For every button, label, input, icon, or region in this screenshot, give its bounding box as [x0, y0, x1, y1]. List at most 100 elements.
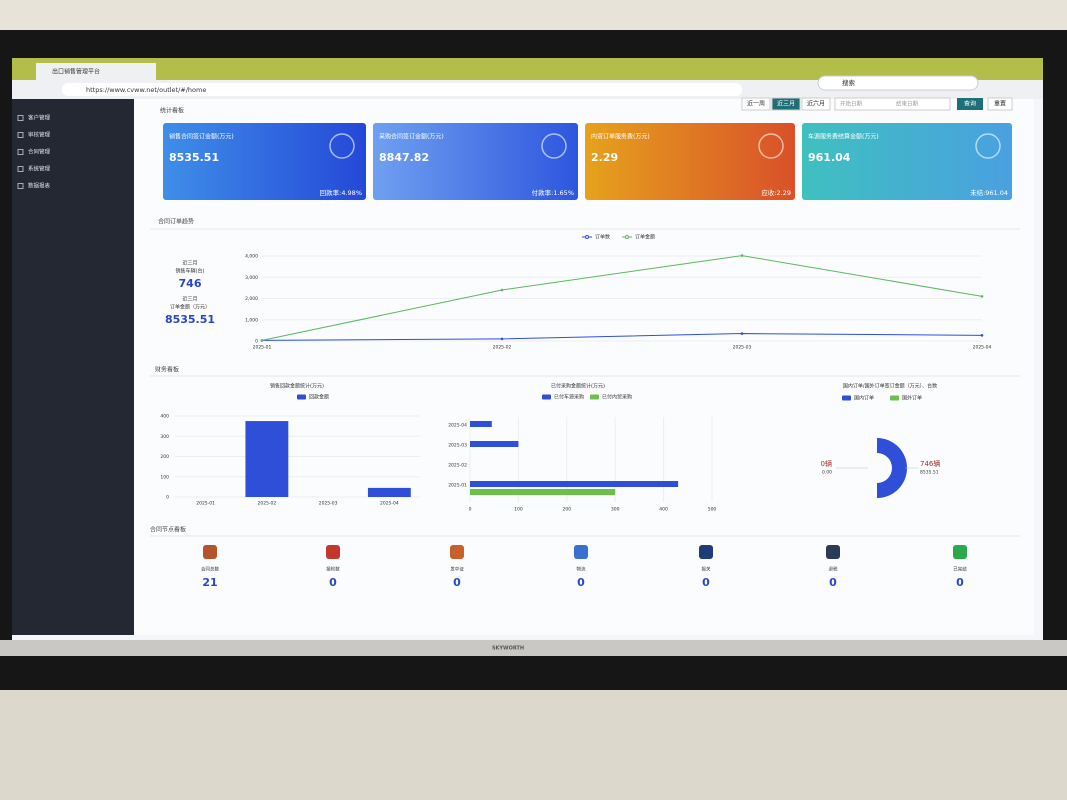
card-note: 付款率:1.65%	[532, 188, 574, 197]
card-title: 车源服务费结算金额(万元)	[808, 133, 879, 141]
card-note: 回款率:4.98%	[320, 188, 362, 197]
node-value: 21	[202, 576, 217, 589]
range-button[interactable]	[771, 97, 801, 111]
node-value: 0	[829, 576, 837, 589]
y-tick-label: 0	[166, 495, 169, 501]
x-tick-label: 2025-03	[319, 501, 338, 507]
point	[500, 337, 504, 341]
node-value: 0	[702, 576, 710, 589]
y-tick-label: 300	[160, 434, 169, 440]
menu-icon	[17, 115, 24, 121]
y-tick-label: 3,000	[245, 275, 258, 281]
point	[260, 339, 264, 342]
node-value: 0	[453, 576, 461, 589]
legend-swatch	[590, 394, 599, 400]
url-box[interactable]	[62, 83, 742, 96]
y-tick-label: 1,000	[245, 317, 258, 323]
y-tick-label: 2025-02	[448, 463, 467, 469]
search-box[interactable]	[817, 75, 979, 91]
range-button[interactable]	[801, 97, 831, 111]
node-value: 0	[329, 576, 337, 589]
point	[740, 254, 744, 257]
stat-card	[585, 123, 795, 200]
menu-item[interactable]: 客户管理	[28, 114, 51, 122]
legend-label: 已付车源采购	[554, 394, 584, 401]
query-button[interactable]	[957, 98, 983, 110]
legend-marker	[585, 235, 589, 239]
x-tick-label: 500	[708, 507, 717, 513]
legend-label: 国外订单	[902, 395, 922, 402]
stat-label: 订单金额（万元）	[170, 304, 210, 311]
point	[740, 332, 744, 335]
bar	[470, 421, 492, 427]
line-series	[261, 255, 983, 341]
x-tick-label: 0	[469, 507, 472, 513]
reset-button[interactable]	[987, 97, 1013, 111]
y-tick-label: 2025-03	[448, 443, 467, 449]
card-icon	[758, 133, 784, 159]
bar	[470, 489, 616, 495]
y-tick-label: 400	[160, 414, 169, 420]
card-title: 采购合同签订金额(万元)	[379, 133, 444, 141]
legend-swatch	[297, 394, 306, 400]
y-tick-label: 4,000	[245, 254, 258, 260]
range-button[interactable]	[741, 97, 771, 111]
chart-title: 销售回款金额统计(万元)	[270, 383, 324, 390]
range-label: 近一周	[747, 100, 765, 108]
menu-item[interactable]: 合同管理	[28, 148, 51, 156]
range-label: 近三月	[777, 100, 795, 108]
stat-card	[163, 123, 366, 200]
tab[interactable]	[36, 63, 156, 80]
card-title: 销售合同签订金额(万元)	[169, 133, 234, 141]
bar	[245, 421, 289, 497]
url: https://www.cvww.net/outlet/#/home	[86, 86, 206, 94]
menu-item[interactable]: 审核管理	[28, 131, 51, 139]
legend-marker	[625, 235, 629, 239]
chart-title: 已付采购金额统计(万元)	[551, 383, 605, 390]
menu-icon	[17, 183, 24, 189]
node-icon	[826, 545, 840, 559]
point	[980, 295, 984, 298]
menu-item[interactable]: 数据报表	[28, 182, 51, 190]
y-tick-label: 2,000	[245, 296, 258, 302]
wall	[0, 0, 1067, 30]
brand: SKYWORTH	[492, 646, 524, 652]
x-tick-label: 2025-02	[493, 345, 512, 351]
x-tick-label: 2025-04	[380, 501, 399, 507]
section-title: 合同订单趋势	[158, 218, 194, 226]
card-value: 8535.51	[169, 151, 219, 164]
point	[500, 288, 504, 292]
x-tick-label: 300	[611, 507, 620, 513]
menu-item[interactable]: 系统管理	[28, 165, 51, 173]
legend-label: 已付内贸采购	[602, 394, 632, 401]
tab-title: 出口销售管理平台	[52, 68, 100, 76]
x-tick-label: 2025-02	[257, 501, 276, 507]
x-tick-label: 2025-01	[253, 345, 272, 351]
node-icon	[574, 545, 588, 559]
range-label: 近六月	[807, 100, 825, 108]
card-value: 8847.82	[379, 151, 429, 164]
section-title: 合同节点看板	[150, 526, 186, 534]
card-icon	[541, 133, 567, 159]
node-value: 0	[956, 576, 964, 589]
count-label: 746辆	[920, 459, 940, 468]
value-label: 8535.51	[920, 470, 939, 476]
card-title: 内贸订单服务费(万元)	[591, 133, 650, 141]
sidebar	[12, 99, 134, 635]
legend-swatch	[842, 395, 851, 401]
section-title: 财务看板	[155, 366, 179, 374]
bar	[367, 487, 411, 497]
card-note: 应收:2.29	[761, 188, 791, 197]
stat-period: 近三月	[182, 296, 197, 303]
y-tick-label: 2025-01	[448, 483, 467, 489]
node-label: 报检数	[326, 566, 340, 573]
card-note: 未结:961.04	[970, 188, 1008, 197]
stat-value: 746	[179, 277, 202, 290]
desk	[0, 690, 1067, 800]
menu-icon	[17, 149, 24, 155]
date-range[interactable]	[834, 97, 951, 111]
x-tick-label: 200	[563, 507, 572, 513]
search: 搜索	[842, 78, 856, 87]
x-tick-label: 2025-01	[196, 501, 215, 507]
section-title: 统计看板	[160, 107, 184, 115]
